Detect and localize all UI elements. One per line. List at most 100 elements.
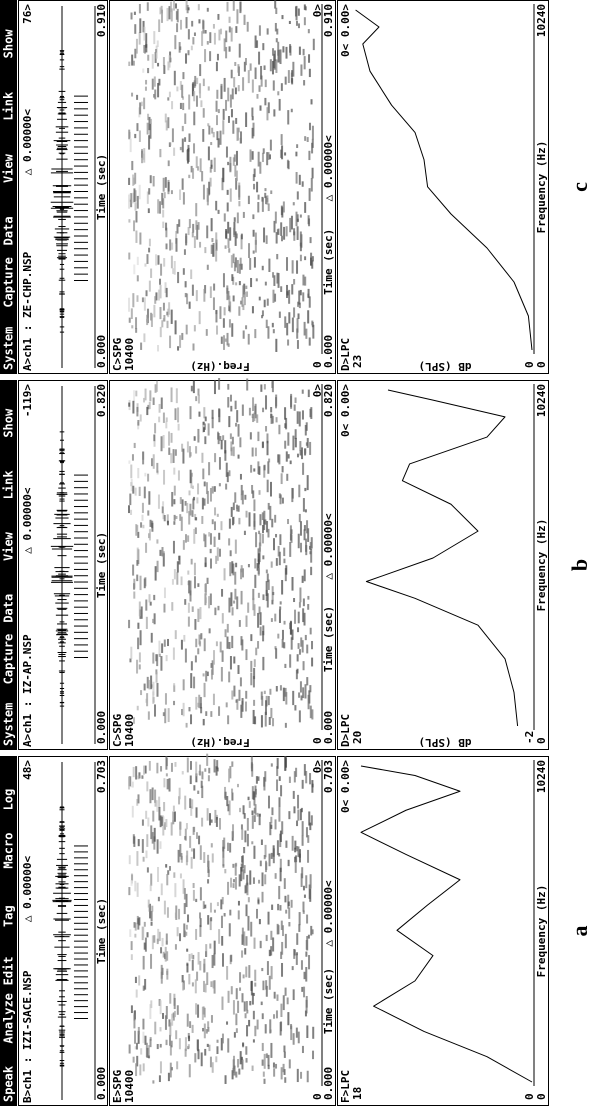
spectrogram-blob [236,783,239,788]
spectrogram-blob [284,407,287,420]
spectrogram-blob [204,1048,207,1056]
spectrogram-blob [137,918,140,930]
spectrogram-blob [284,440,287,449]
spectrogram-blob [139,630,142,646]
menu-item[interactable]: View [2,153,16,183]
spectrogram-blob [137,637,140,650]
spectrogram-blob [177,407,180,423]
spectrogram-blob [276,272,279,284]
spectrogram-blob [130,509,133,515]
spectrogram-blob [260,715,263,728]
spectrogram-blob [174,449,177,456]
spectrogram-blob [249,432,252,440]
spectrogram-blob [303,971,306,980]
menu-item[interactable]: Log [2,789,16,811]
spectrogram-blob [213,157,216,173]
spectrogram-blob [210,819,213,823]
spectrogram-blob [208,596,211,609]
spectrogram-blob [187,570,190,575]
spectrogram-blob [135,38,138,54]
spectrogram-blob [145,810,148,819]
menu-item[interactable]: Link [2,91,16,121]
spectrogram-blob [203,481,206,487]
spectrogram-blob [193,528,196,544]
spectrogram-blob [300,1071,303,1079]
menu-item[interactable]: Link [2,470,16,500]
spectrogram-blob [289,217,292,233]
spectrogram-blob [251,107,254,117]
spectrogram-blob [280,83,283,91]
menu-item[interactable]: System [2,703,16,746]
menu-item[interactable]: Macro [2,833,16,869]
spectrogram-blob [237,1059,240,1068]
time-end: 0.910 [322,4,335,37]
spectrogram-blob [188,511,191,525]
spectrogram-blob [270,930,273,940]
menu-item[interactable]: Tag [2,905,16,927]
spectrogram-blob [263,464,266,471]
menu-item[interactable]: Data [2,216,16,245]
spectrogram-blob [185,924,188,930]
spectrogram-blob [174,912,177,919]
spectrogram-blob [151,905,154,912]
spectrogram-blob [130,308,133,320]
spectrogram-blob [274,0,277,9]
spectrogram-blob [287,518,290,525]
spectrogram-blob [239,473,242,480]
spectrogram-blob [307,694,310,710]
spectrogram-blob [143,683,146,691]
menu-item[interactable]: Capture [2,257,16,308]
spectrogram-blob [128,1044,131,1054]
spectrogram-blob [133,188,136,203]
spectrogram-blob [227,715,230,725]
menu-item[interactable]: Edit [2,956,16,985]
spectrogram-blob [144,765,147,774]
spectrogram-blob [169,993,172,1004]
spectrogram-blob [222,318,225,328]
menu-item[interactable]: Capture [2,634,16,685]
menu-item[interactable]: Analyze [2,993,16,1044]
spectrogram-blob [234,588,237,600]
spectrogram-blob [259,533,262,547]
spectrogram-blob [188,490,191,496]
cursor: △ 0.00000< [21,109,34,176]
spectrogram-blob [287,1012,290,1026]
time-start: 0.000 [322,335,335,368]
spectrogram-blob [257,151,260,167]
spectrogram-blob [168,866,171,871]
spectrogram-blob [225,99,228,111]
menu-item[interactable]: Speak [2,1065,16,1102]
spectrogram-blob [174,630,177,640]
spectrogram-blob [178,1038,181,1050]
spectrogram-blob [159,1000,162,1015]
spectrogram-blob [193,576,196,589]
spectrogram-blob [226,332,229,346]
spectrogram-blob [156,800,159,812]
spectrogram-blob [197,790,200,794]
spectrogram-blob [165,756,168,770]
spectrogram-blob [147,510,150,516]
spectrogram-blob [259,161,262,174]
spectrogram-blob [252,214,255,220]
spectrogram-blob [159,148,162,158]
spectrogram-blob [284,316,287,328]
spectrogram-blob [185,534,188,543]
spectrogram-blob [146,254,149,264]
lpc-title: D>LPC [339,338,352,371]
spectrogram-blob [161,643,164,653]
spectrogram-blob [302,598,305,607]
menu-item[interactable]: System [2,327,16,370]
menu-item[interactable]: View [2,531,16,561]
spectrogram-blob [182,102,185,111]
spectrogram-blob [134,487,137,496]
spectrogram-blob [226,1,229,12]
spectrogram-blob [173,70,176,86]
menu-item[interactable]: Data [2,594,16,623]
spectrogram-blob [266,440,269,456]
spectrogram-blob [296,411,299,424]
menu-item[interactable]: Show [2,29,16,59]
spectrogram-blob [280,205,283,216]
spectrogram-blob [185,931,188,936]
menu-item[interactable]: Show [2,408,16,438]
spectrogram-blob [237,910,240,920]
